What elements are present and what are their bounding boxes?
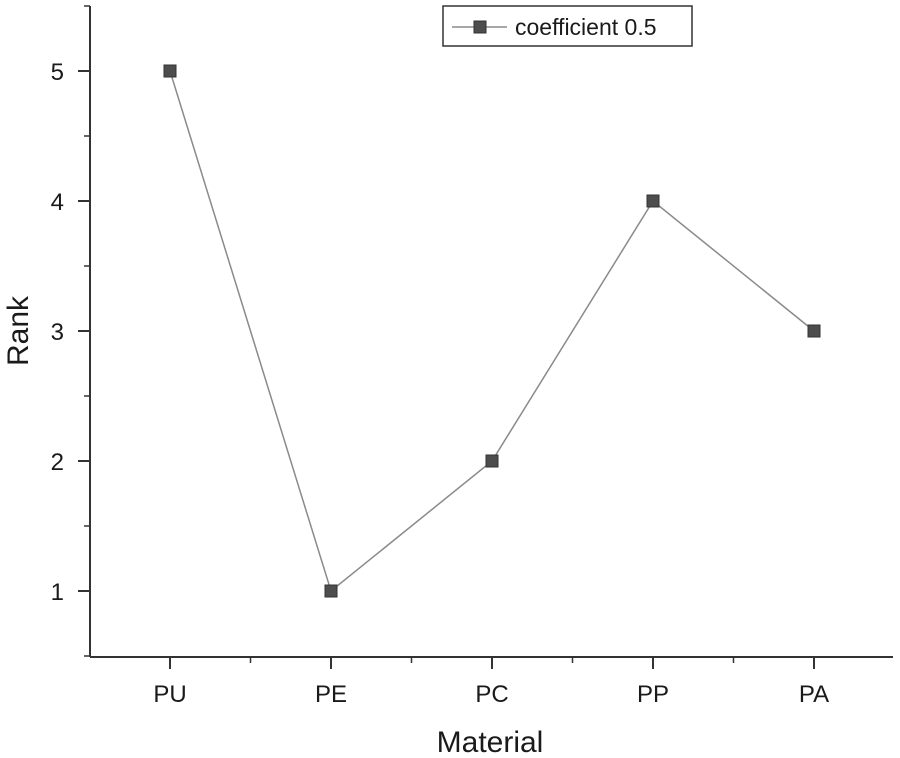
data-point-PP <box>646 194 660 208</box>
y-tick-label: 2 <box>51 449 64 476</box>
y-tick-label: 5 <box>51 59 64 86</box>
legend-marker-square <box>473 20 487 34</box>
y-ticks: 1 2 3 4 5 <box>51 5 90 657</box>
series-line <box>169 70 815 593</box>
y-tick-label: 3 <box>51 319 64 346</box>
x-ticks: PU PE PC PP PA <box>153 657 829 708</box>
data-point-PU <box>163 64 177 78</box>
data-point-PA <box>807 324 821 338</box>
x-tick-label: PU <box>153 681 186 708</box>
data-point-PC <box>485 454 499 468</box>
x-axis-title: Material <box>437 726 544 758</box>
y-tick-label: 1 <box>51 579 64 606</box>
legend-label: coefficient 0.5 <box>515 14 657 40</box>
data-point-PE <box>324 584 338 598</box>
y-axis: 1 2 3 4 5 <box>51 5 91 657</box>
x-tick-label: PA <box>799 681 829 708</box>
legend: coefficient 0.5 <box>442 5 693 47</box>
x-tick-label: PE <box>315 681 347 708</box>
series-layer <box>163 64 821 598</box>
x-axis: PU PE PC PP PA <box>90 656 893 708</box>
y-tick-label: 4 <box>51 189 64 216</box>
x-tick-label: PP <box>637 681 669 708</box>
y-axis-title: Rank <box>2 295 35 366</box>
x-tick-label: PC <box>475 681 508 708</box>
